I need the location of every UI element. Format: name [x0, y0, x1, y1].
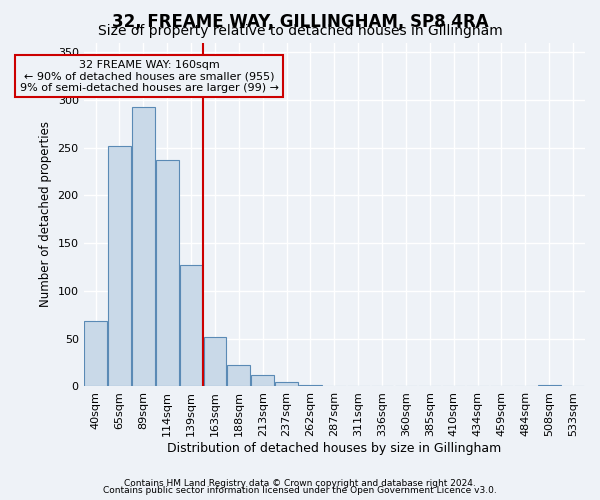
- Bar: [299, 384, 322, 386]
- Y-axis label: Number of detached properties: Number of detached properties: [39, 122, 52, 308]
- Bar: [538, 384, 560, 386]
- Text: Contains HM Land Registry data © Crown copyright and database right 2024.: Contains HM Land Registry data © Crown c…: [124, 478, 476, 488]
- Text: 32, FREAME WAY, GILLINGHAM, SP8 4RA: 32, FREAME WAY, GILLINGHAM, SP8 4RA: [112, 12, 488, 30]
- Bar: [203, 337, 226, 386]
- Bar: [108, 146, 131, 386]
- Text: Contains public sector information licensed under the Open Government Licence v3: Contains public sector information licen…: [103, 486, 497, 495]
- Bar: [180, 265, 202, 386]
- Bar: [275, 382, 298, 386]
- Bar: [84, 322, 107, 386]
- X-axis label: Distribution of detached houses by size in Gillingham: Distribution of detached houses by size …: [167, 442, 502, 455]
- Bar: [156, 160, 179, 386]
- Bar: [251, 375, 274, 386]
- Bar: [227, 366, 250, 386]
- Text: 32 FREAME WAY: 160sqm
← 90% of detached houses are smaller (955)
9% of semi-deta: 32 FREAME WAY: 160sqm ← 90% of detached …: [20, 60, 279, 93]
- Text: Size of property relative to detached houses in Gillingham: Size of property relative to detached ho…: [98, 24, 502, 38]
- Bar: [132, 108, 155, 386]
